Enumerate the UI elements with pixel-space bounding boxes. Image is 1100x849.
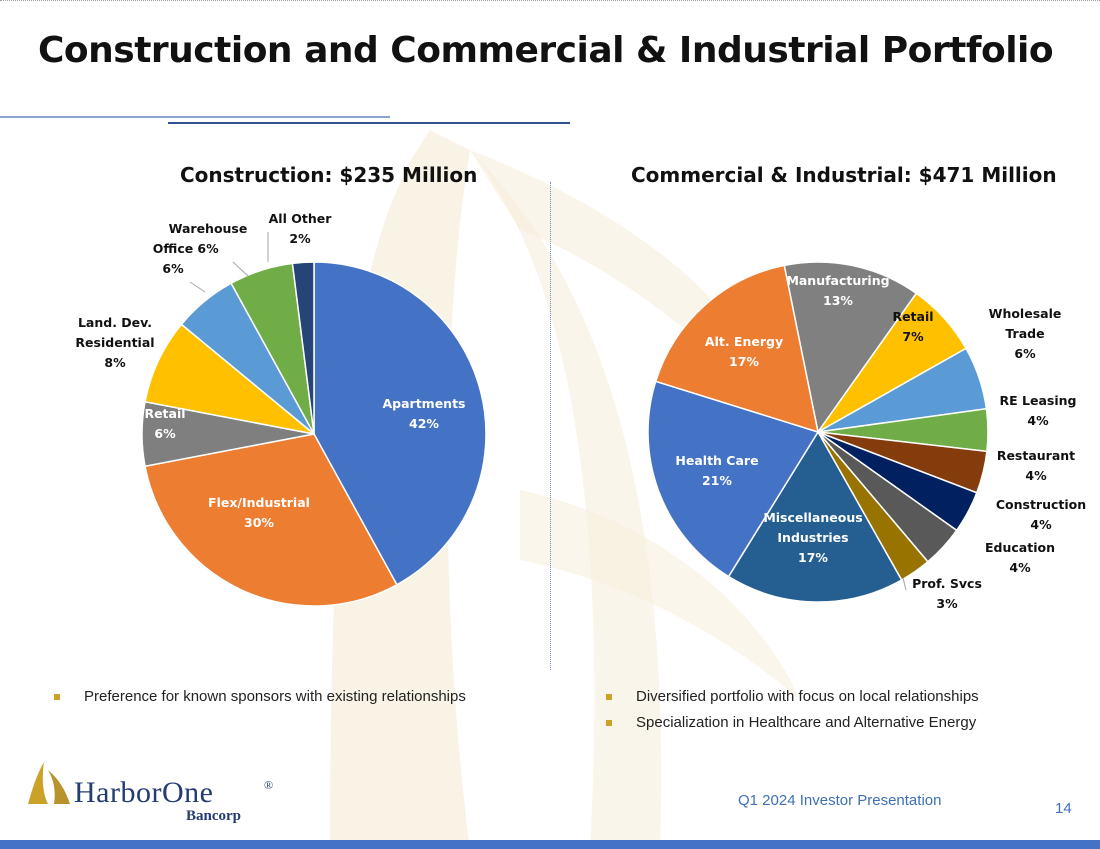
title-underline-dark [168,122,570,124]
footer-presentation-title: Q1 2024 Investor Presentation [738,792,942,809]
leader-line [232,261,249,277]
construction-bullets: Preference for known sponsors with exist… [54,684,466,710]
top-dotted-border [0,0,1100,1]
pie-label-health-care: Health Care 21% [675,453,758,488]
pie-label-land-dev-residential: Land. Dev. Residential 8% [75,315,154,370]
pie-slice-health-care [647,380,820,578]
pie-slice-apartments [313,261,487,586]
pie-label-prof-svcs: Prof. Svcs 3% [912,576,982,611]
pie-label-apartments: Apartments 42% [382,396,465,431]
leader-line [902,577,907,591]
page-title: Construction and Commercial & Industrial… [38,30,1054,71]
pie-label-retail: Retail 7% [892,309,933,344]
pie-label-wholesale-trade: Wholesale Trade 6% [989,306,1062,361]
bullet-item: Preference for known sponsors with exist… [54,684,466,710]
ci-chart-title: Commercial & Industrial: $471 Million [631,163,1057,187]
pie-label-restaurant: Restaurant 4% [997,448,1075,483]
construction-chart-title: Construction: $235 Million [180,163,478,187]
pie-label-warehouse: Warehouse 6% [169,221,248,256]
pie-label-alt-energy: Alt. Energy 17% [705,334,783,369]
pie-slice-manufacturing [783,261,918,434]
logo-wordmark: HarborOne [74,776,214,809]
pie-label-re-leasing: RE Leasing 4% [1000,393,1077,428]
pie-label-flex-industrial: Flex/Industrial 30% [208,495,310,530]
pie-label-retail: Retail 6% [144,406,185,441]
pie-label-miscellaneous-industries: Miscellaneous Industries 17% [763,510,862,565]
pie-label-manufacturing: Manufacturing 13% [786,273,889,308]
sail-logo-icon [28,762,70,804]
pie-label-all-other: All Other 2% [269,211,333,246]
pie-slice-flex-industrial [144,433,398,607]
chart-divider [550,182,551,670]
harborone-logo: HarborOne ® Bancorp [26,760,286,830]
page-number: 14 [1055,800,1072,817]
registered-mark: ® [264,778,274,792]
logo-subtitle: Bancorp [186,808,242,824]
pie-label-construction: Construction 4% [996,497,1086,532]
pie-slice-alt-energy [654,264,819,434]
pie-label-office: Office 6% [153,241,193,276]
pie-slice-all-other [291,261,315,435]
bullet-item: Specialization in Healthcare and Alterna… [606,710,979,736]
ci-bullets: Diversified portfolio with focus on loca… [606,684,979,736]
pie-label-education: Education 4% [985,540,1055,575]
leader-line [189,281,206,293]
footer-bar [0,840,1100,849]
bullet-item: Diversified portfolio with focus on loca… [606,684,979,710]
title-underline-light [0,116,390,118]
pie-slice-miscellaneous-industries [727,430,903,603]
